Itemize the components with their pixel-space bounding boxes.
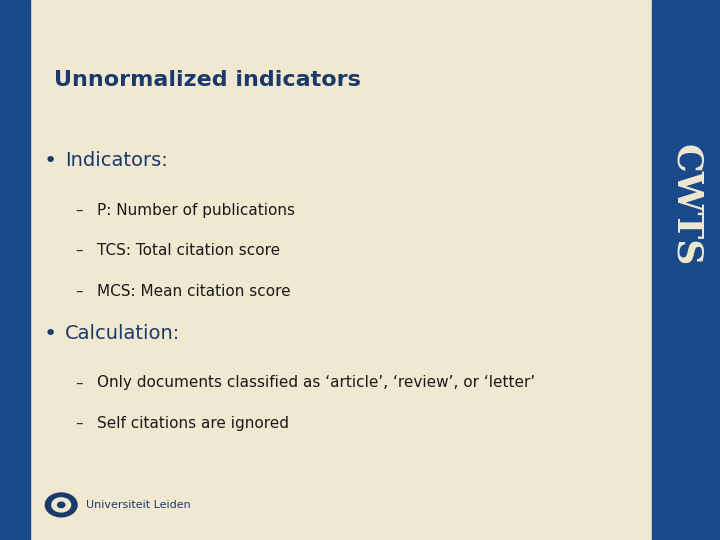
Circle shape xyxy=(52,498,71,512)
Bar xyxy=(652,0,720,540)
Text: Indicators:: Indicators: xyxy=(65,151,168,170)
Text: •: • xyxy=(43,324,56,344)
Text: Unnormalized indicators: Unnormalized indicators xyxy=(54,70,361,90)
Text: –: – xyxy=(76,202,84,218)
Text: Universiteit Leiden: Universiteit Leiden xyxy=(86,500,191,510)
Text: Self citations are ignored: Self citations are ignored xyxy=(97,416,289,431)
Text: MCS: Mean citation score: MCS: Mean citation score xyxy=(97,284,291,299)
Bar xyxy=(0,0,30,540)
Circle shape xyxy=(45,493,77,517)
Text: –: – xyxy=(76,375,84,390)
Text: –: – xyxy=(76,416,84,431)
Text: TCS: Total citation score: TCS: Total citation score xyxy=(97,243,280,258)
Text: CWTS: CWTS xyxy=(669,144,703,266)
Text: –: – xyxy=(76,284,84,299)
Text: –: – xyxy=(76,243,84,258)
Text: Only documents classified as ‘article’, ‘review’, or ‘letter’: Only documents classified as ‘article’, … xyxy=(97,375,536,390)
Text: Calculation:: Calculation: xyxy=(65,324,180,343)
Circle shape xyxy=(58,502,65,508)
Text: •: • xyxy=(43,151,56,171)
Text: P: Number of publications: P: Number of publications xyxy=(97,202,295,218)
